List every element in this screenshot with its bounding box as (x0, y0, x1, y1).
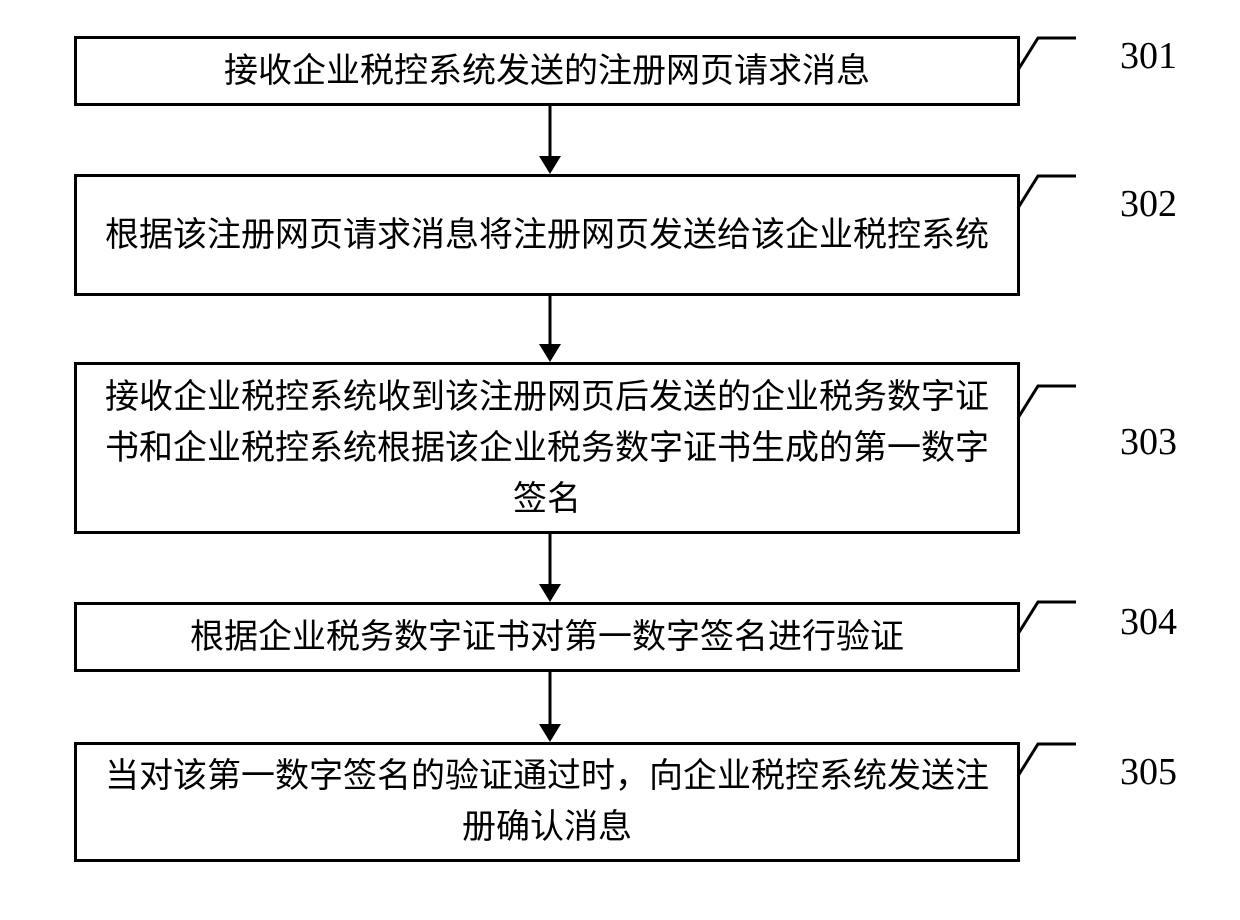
tick-connector-304 (1016, 596, 1076, 636)
step-text-304: 根据企业税务数字证书对第一数字签名进行验证 (190, 612, 904, 663)
flow-arrow-4 (530, 672, 570, 744)
tick-connector-303 (1016, 380, 1076, 420)
step-text-303: 接收企业税控系统收到该注册网页后发送的企业税务数字证书和企业税控系统根据该企业税… (93, 372, 1001, 525)
flowchart-container: 接收企业税控系统发送的注册网页请求消息 301 根据该注册网页请求消息将注册网页发送… (20, 20, 1220, 900)
tick-connector-302 (1016, 170, 1076, 210)
tick-connector-301 (1016, 32, 1076, 72)
step-text-305: 当对该第一数字签名的验证通过时，向企业税控系统发送注册确认消息 (93, 751, 1001, 853)
step-label-302: 302 (1120, 182, 1177, 226)
step-label-304: 304 (1120, 600, 1177, 644)
step-box-301: 接收企业税控系统发送的注册网页请求消息 (74, 36, 1020, 106)
tick-connector-305 (1016, 738, 1076, 778)
flow-arrow-2 (530, 296, 570, 364)
step-box-305: 当对该第一数字签名的验证通过时，向企业税控系统发送注册确认消息 (74, 742, 1020, 862)
step-text-302: 根据该注册网页请求消息将注册网页发送给该企业税控系统 (105, 210, 989, 261)
step-box-302: 根据该注册网页请求消息将注册网页发送给该企业税控系统 (74, 174, 1020, 296)
step-label-301: 301 (1120, 34, 1177, 78)
step-label-303: 303 (1120, 420, 1177, 464)
flow-arrow-1 (530, 106, 570, 176)
step-label-305: 305 (1120, 750, 1177, 794)
flow-arrow-3 (530, 534, 570, 604)
step-box-304: 根据企业税务数字证书对第一数字签名进行验证 (74, 602, 1020, 672)
step-box-303: 接收企业税控系统收到该注册网页后发送的企业税务数字证书和企业税控系统根据该企业税… (74, 362, 1020, 534)
step-text-301: 接收企业税控系统发送的注册网页请求消息 (224, 46, 870, 97)
